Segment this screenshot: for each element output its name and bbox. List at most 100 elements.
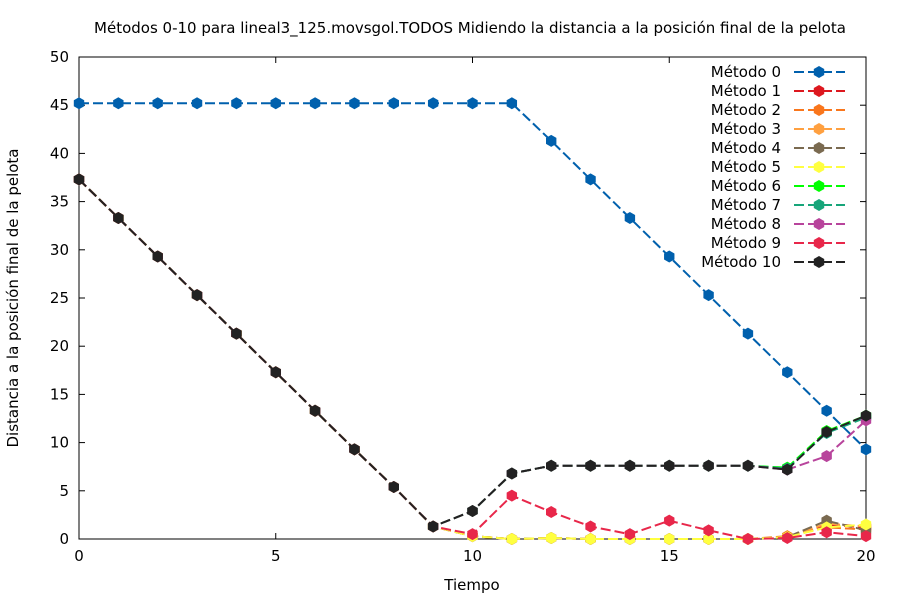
x-tick-label: 20	[856, 547, 875, 565]
data-point	[664, 533, 675, 545]
data-point	[624, 528, 636, 541]
legend-item: Método 2	[711, 101, 845, 119]
data-point	[113, 211, 124, 224]
legend-item: Método 3	[711, 120, 845, 138]
legend-item: Método 4	[711, 139, 845, 157]
data-point	[467, 97, 478, 110]
y-axis-label: Distancia a la posición final de la pelo…	[4, 148, 22, 447]
data-point	[782, 366, 793, 379]
data-point	[742, 459, 754, 472]
data-point	[782, 463, 793, 476]
data-point	[585, 533, 596, 545]
legend-swatch-marker	[813, 218, 825, 230]
data-point	[664, 250, 675, 263]
data-point	[860, 530, 872, 543]
legend-label: Método 4	[711, 139, 781, 157]
data-point	[546, 532, 557, 545]
legend-label: Método 1	[711, 82, 781, 100]
data-point	[113, 97, 124, 110]
series-layer	[73, 97, 872, 545]
data-point	[506, 467, 518, 480]
data-point	[309, 97, 321, 110]
legend-item: Método 10	[701, 253, 845, 271]
data-point	[73, 173, 85, 186]
legend-item: Método 5	[711, 158, 845, 176]
x-tick-label: 5	[271, 547, 281, 565]
data-point	[703, 524, 714, 537]
y-tick-label: 35	[50, 193, 69, 211]
data-point	[860, 409, 872, 422]
legend-swatch-marker	[813, 256, 825, 268]
data-point	[506, 97, 518, 110]
y-tick-label: 45	[50, 96, 69, 114]
y-tick-label: 25	[50, 289, 69, 307]
data-point	[309, 404, 321, 417]
legend-swatch-marker	[813, 104, 825, 116]
data-point	[664, 514, 675, 527]
legend-label: Método 5	[711, 158, 781, 176]
y-tick-label: 15	[50, 385, 69, 403]
legend-label: Método 10	[701, 253, 781, 271]
data-point	[546, 459, 557, 472]
y-tick-label: 5	[59, 482, 69, 500]
data-point	[467, 528, 478, 541]
legend-swatch-marker	[813, 142, 825, 154]
data-point	[506, 533, 518, 545]
data-point	[546, 134, 557, 147]
legend-swatch-marker	[813, 66, 825, 78]
legend-item: Método 8	[711, 215, 845, 233]
y-tick-label: 30	[50, 241, 69, 259]
legend-swatch-marker	[813, 199, 825, 211]
data-point	[585, 173, 596, 186]
data-point	[270, 366, 281, 379]
x-tick-label: 0	[74, 547, 84, 565]
data-point	[467, 505, 478, 518]
data-point	[664, 459, 675, 472]
data-point	[231, 97, 242, 110]
data-point	[231, 327, 242, 340]
data-point	[624, 211, 636, 224]
legend-swatch-marker	[813, 85, 825, 97]
data-point	[821, 426, 832, 438]
data-point	[349, 443, 360, 456]
data-point	[152, 97, 163, 110]
data-point	[703, 459, 714, 472]
chart-title: Métodos 0-10 para lineal3_125.movsgol.TO…	[94, 19, 846, 38]
x-tick-label: 10	[463, 547, 482, 565]
data-point	[782, 532, 793, 545]
legend-label: Método 7	[711, 196, 781, 214]
legend-label: Método 6	[711, 177, 781, 195]
legend-label: Método 2	[711, 101, 781, 119]
data-point	[73, 97, 85, 110]
legend-label: Método 8	[711, 215, 781, 233]
legend-swatch-marker	[813, 237, 825, 249]
legend-item: Método 0	[711, 63, 845, 81]
y-tick-label: 10	[50, 434, 69, 452]
legend-item: Método 1	[711, 82, 845, 100]
data-point	[427, 97, 439, 110]
data-point	[270, 97, 281, 110]
data-point	[546, 506, 557, 519]
data-point	[506, 489, 518, 502]
data-point	[860, 443, 872, 456]
data-point	[742, 327, 754, 340]
data-point	[821, 526, 832, 539]
y-tick-label: 20	[50, 337, 69, 355]
data-point	[703, 533, 714, 545]
data-point	[860, 518, 872, 531]
y-tick-label: 0	[59, 530, 69, 548]
data-point	[388, 480, 399, 493]
legend-swatch-marker	[813, 161, 825, 173]
y-tick-label: 50	[50, 48, 69, 66]
data-point	[585, 520, 596, 533]
legend-item: Método 7	[711, 196, 845, 214]
x-tick-label: 15	[660, 547, 679, 565]
data-point	[703, 289, 714, 302]
y-tick-label: 40	[50, 144, 69, 162]
data-point	[742, 533, 754, 545]
legend-item: Método 9	[711, 234, 845, 252]
series-10	[73, 173, 872, 533]
data-point	[821, 404, 832, 417]
x-axis-label: Tiempo	[443, 576, 499, 594]
series-0	[73, 97, 872, 456]
